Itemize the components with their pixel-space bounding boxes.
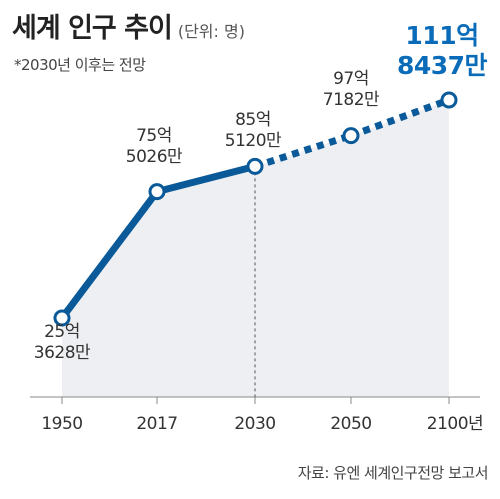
data-label: 85억 — [235, 110, 271, 130]
data-label: 75억 — [136, 126, 172, 146]
area-fill — [62, 100, 449, 397]
data-label: 5120만 — [225, 131, 282, 151]
chart-title: 세계 인구 추이 — [12, 13, 173, 44]
x-tick-label: 2030 — [234, 414, 275, 434]
data-label: 3628만 — [34, 343, 91, 363]
data-point — [440, 91, 458, 109]
data-point — [246, 157, 264, 175]
source-note: 자료: 유엔 세계인구전망 보고서 — [297, 464, 489, 482]
data-label: 25억 — [44, 322, 80, 342]
data-point — [53, 309, 71, 327]
data-label: 111억 — [405, 21, 478, 50]
line-segment-actual — [153, 162, 259, 196]
x-tick-label: 2017 — [136, 414, 177, 434]
unit-label: (단위: 명) — [177, 22, 245, 41]
line-segment-actual — [58, 188, 161, 322]
projection-note: *2030년 이후는 전망 — [14, 56, 146, 74]
chart-title-block: 세계 인구 추이 (단위: 명) — [12, 6, 245, 45]
data-label: 7182만 — [323, 90, 380, 110]
data-label: 8437만 — [397, 51, 488, 80]
data-point — [148, 183, 166, 201]
x-tick-label: 2050 — [330, 414, 371, 434]
data-point — [342, 127, 360, 145]
x-tick-label: 1950 — [41, 414, 82, 434]
line-segment-projection — [349, 96, 451, 139]
data-label: 5026만 — [126, 147, 183, 167]
x-tick-label: 2100년 — [427, 414, 483, 434]
line-segment-projection — [253, 132, 353, 170]
data-label: 97억 — [333, 69, 369, 89]
